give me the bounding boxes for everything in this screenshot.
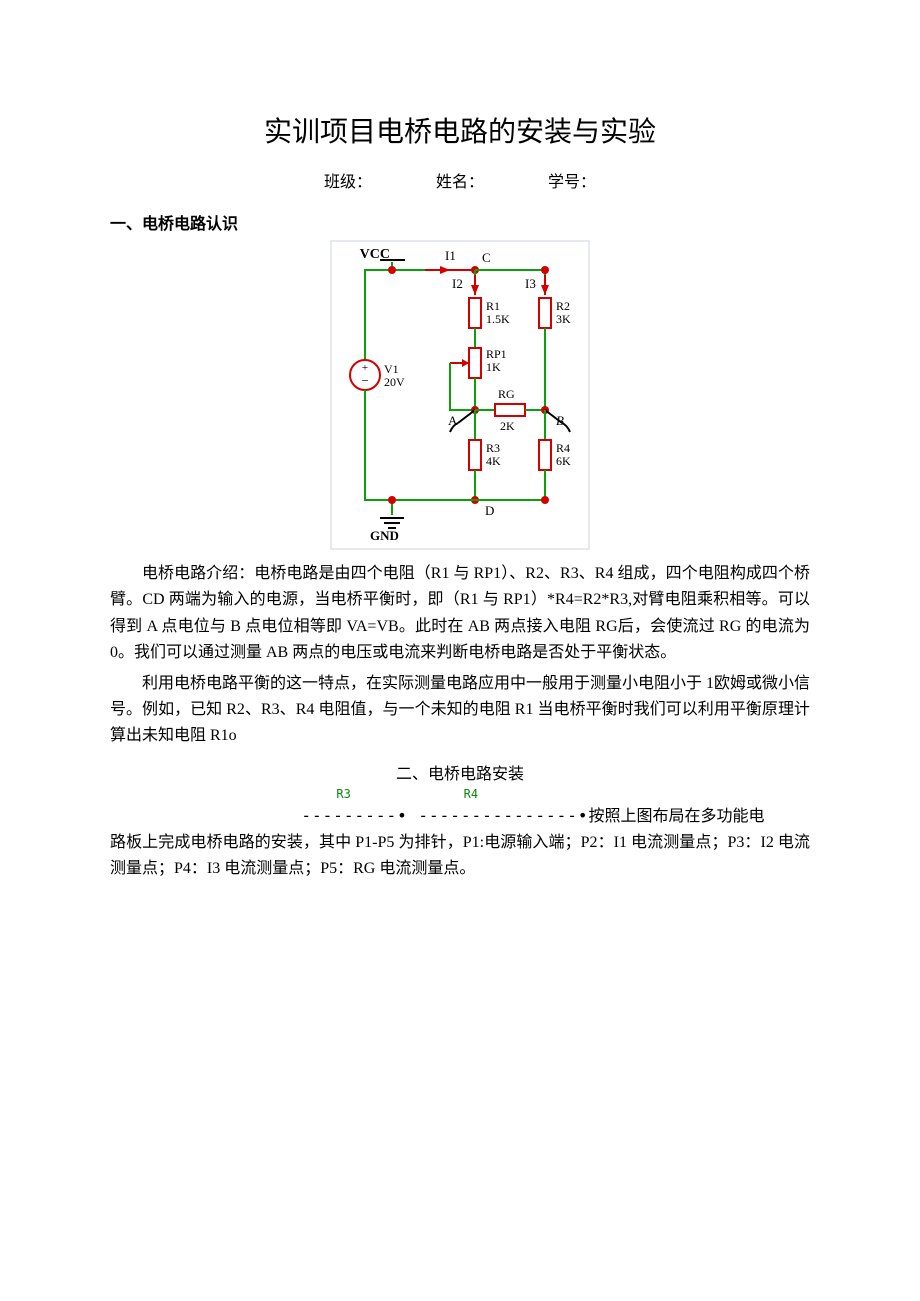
r1v-label: 1.5K — [486, 312, 510, 326]
form-line: 班级： 姓名： 学号： — [110, 168, 810, 192]
r2v-label: 3K — [556, 312, 571, 326]
rp1v-label: 1K — [486, 360, 501, 374]
r3v-label: 4K — [486, 454, 501, 468]
r2-label: R2 — [556, 299, 570, 313]
section1-para2: 利用电桥电路平衡的这一特点，在实际测量电路应用中一般用于测量小电阻小于 1欧姆或… — [110, 671, 810, 750]
page-title: 实训项目电桥电路的安装与实验 — [110, 110, 810, 150]
rgv-label: 2K — [500, 419, 515, 433]
r1-label: R1 — [486, 299, 500, 313]
v1-label: V1 — [384, 362, 399, 376]
svg-text:−: − — [361, 373, 368, 388]
section1-para1: 电桥电路介绍：电桥电路是由四个电阻（R1 与 RP1）、R2、R3、R4 组成，… — [110, 561, 810, 667]
i2-label: I2 — [452, 276, 463, 291]
rp1-label: RP1 — [486, 347, 507, 361]
r3-label: R3 — [486, 441, 500, 455]
v1v-label: 20V — [384, 375, 405, 389]
rg-label: RG — [498, 387, 515, 401]
r4-label: R4 — [556, 441, 570, 455]
d-label: D — [485, 503, 494, 518]
id-label: 学号： — [548, 168, 596, 192]
circuit-diagram: VCC I1 C I3 I2 R1 1.5K — [330, 240, 590, 550]
class-label: 班级： — [324, 168, 372, 192]
section1-heading: 一、电桥电路认识 — [110, 210, 810, 234]
circuit-diagram-wrap: VCC I1 C I3 I2 R1 1.5K — [110, 240, 810, 555]
section2-schematic-labels: R3 R4 — [110, 786, 810, 803]
i1-label: I1 — [445, 248, 456, 263]
r4v-label: 6K — [556, 454, 571, 468]
section2-schematic-line: ---------• ---------------•按照上图布局在多功能电 — [110, 803, 810, 830]
i3-label: I3 — [525, 276, 536, 291]
gnd-label: GND — [370, 528, 399, 543]
section2-para: 路板上完成电桥电路的安装，其中 P1-P5 为排针，P1:电源输入端；P2：I1… — [110, 830, 810, 883]
section2-heading: 二、电桥电路安装 — [110, 760, 810, 784]
c-label: C — [482, 250, 491, 265]
name-label: 姓名： — [436, 168, 484, 192]
